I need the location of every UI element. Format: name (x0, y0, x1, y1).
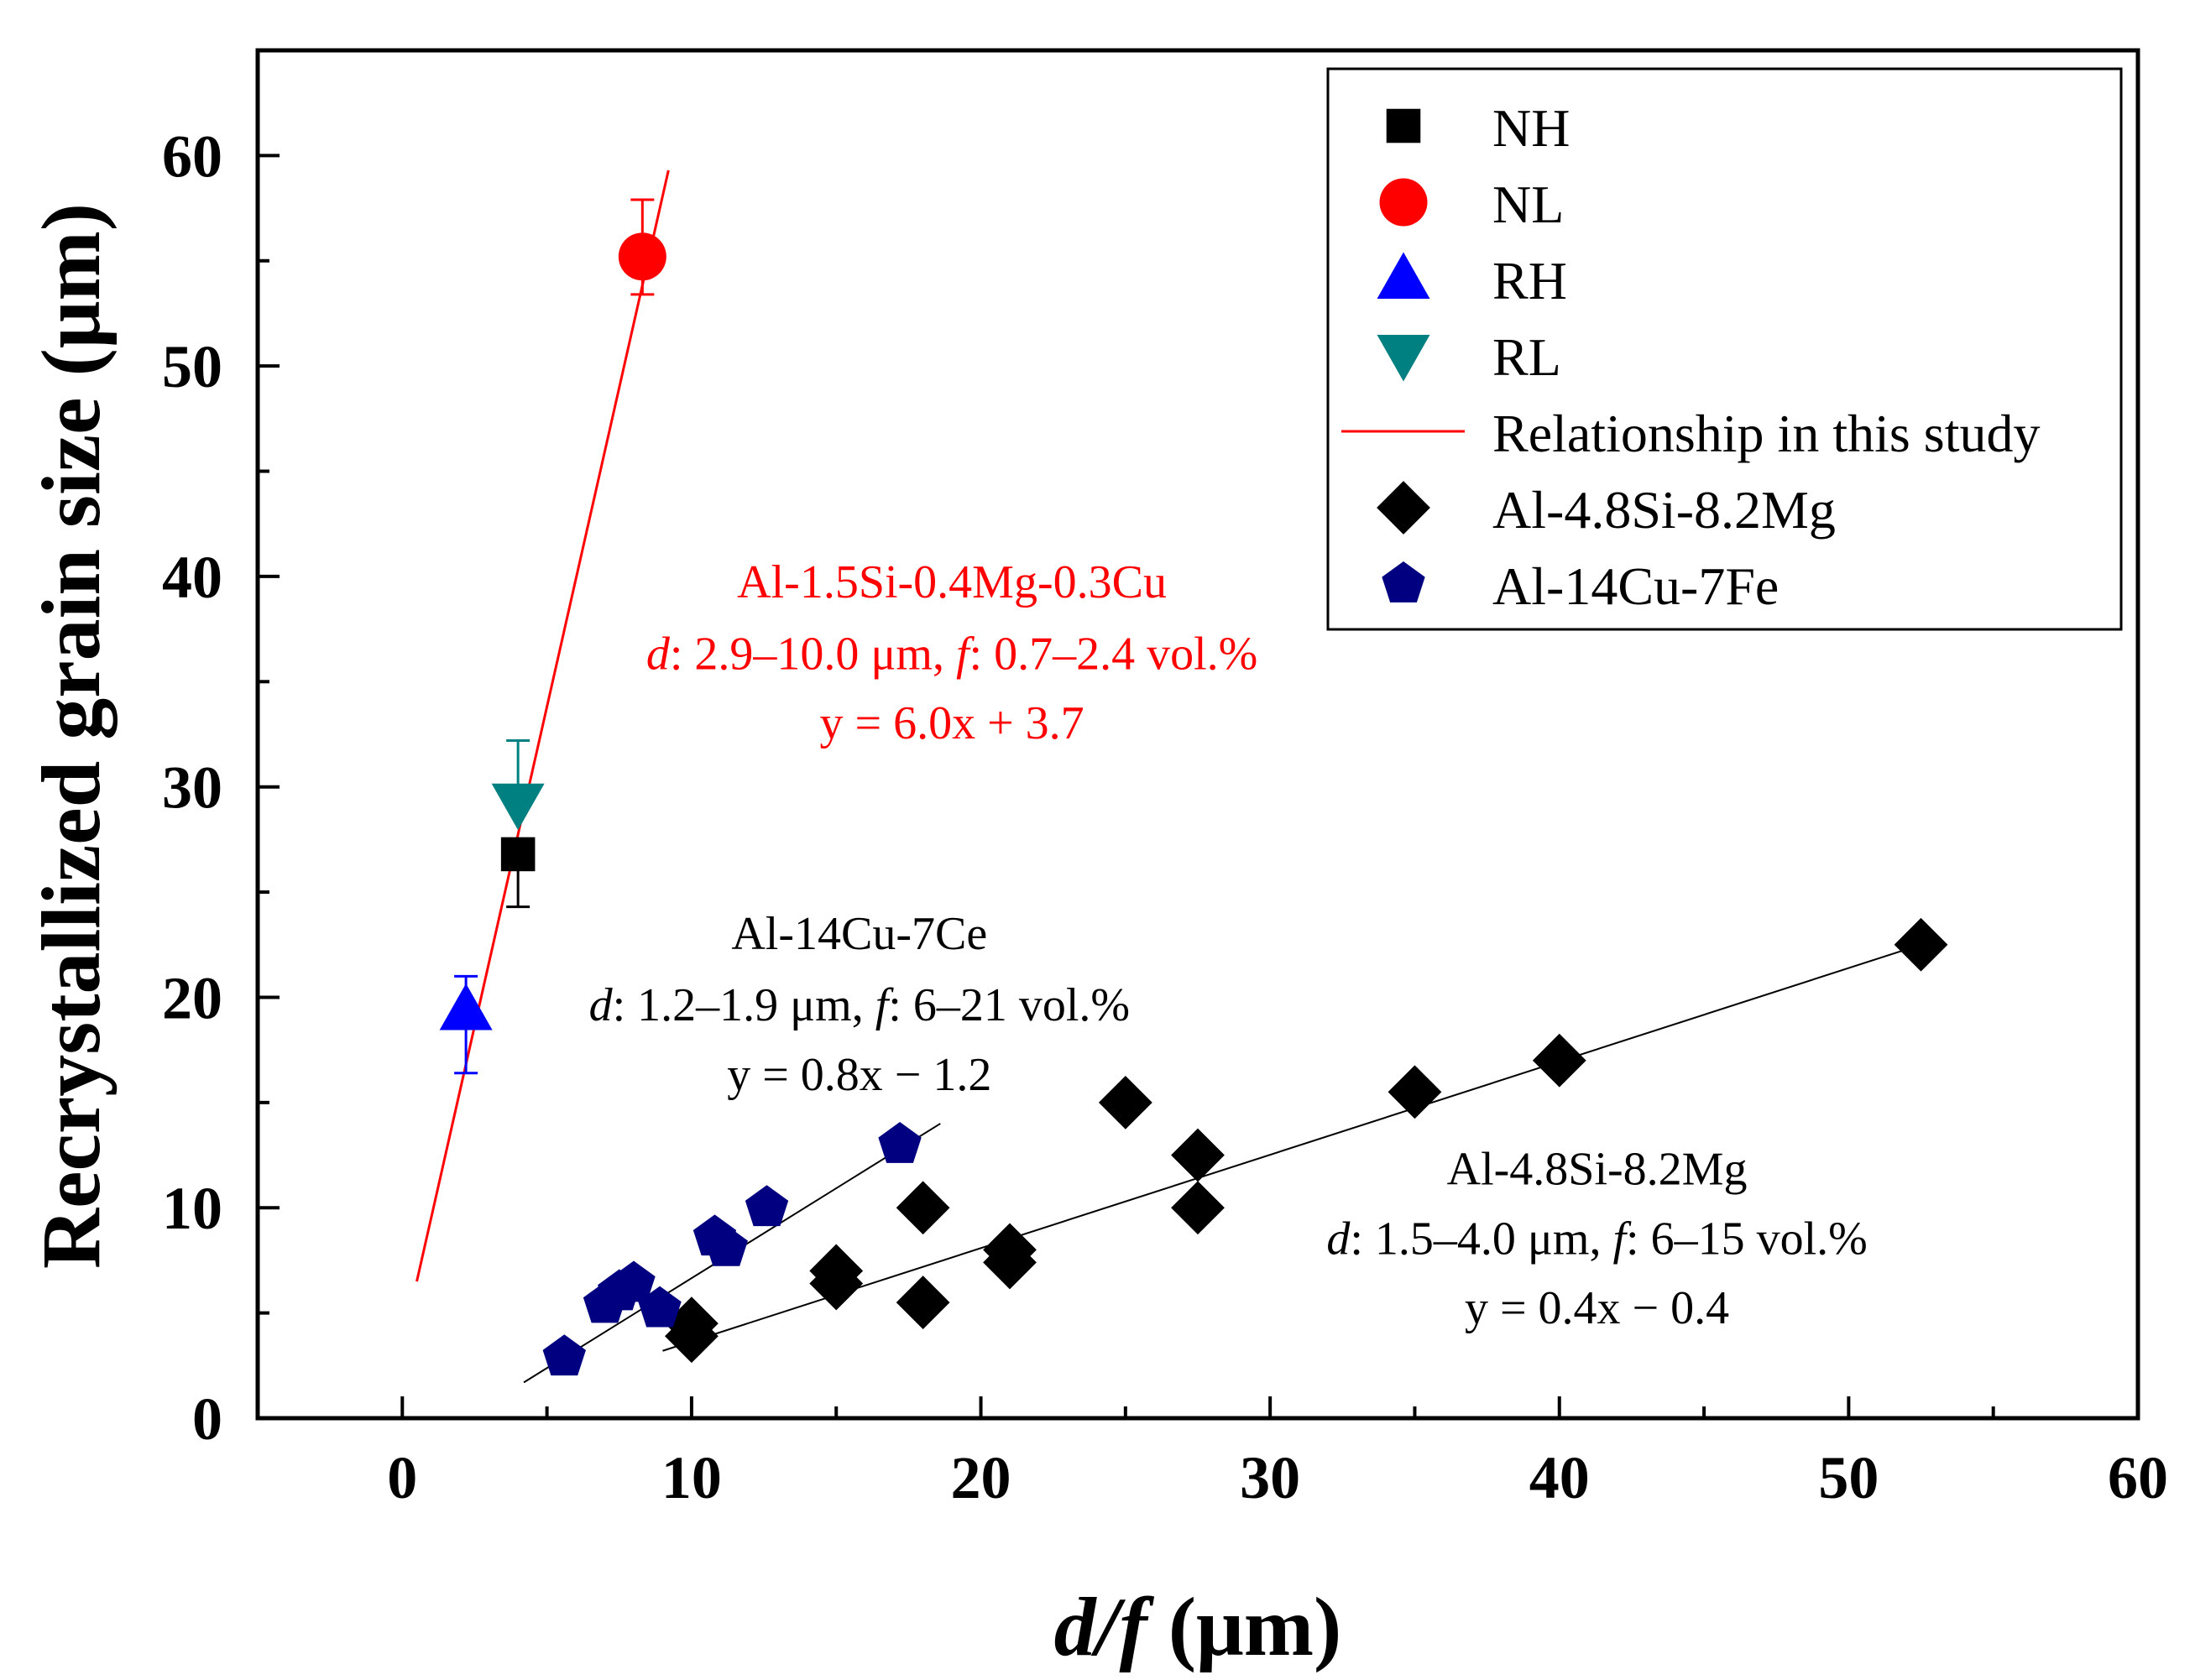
y-tick-label: 50 (162, 333, 222, 400)
fit-line (662, 943, 1921, 1352)
x-tick-label: 20 (951, 1444, 1011, 1511)
cu-ce-annotation-line: d: 1.2–1.9 μm, f: 6–21 vol.% (589, 979, 1130, 1031)
point-al-4-8si-8-2mg (665, 1309, 719, 1364)
x-tick-label: 30 (1240, 1444, 1300, 1511)
legend-label: RH (1492, 251, 1567, 310)
x-tick-label: 40 (1529, 1444, 1590, 1511)
point-al-4-8si-8-2mg (1532, 1033, 1586, 1088)
point-rl (491, 783, 545, 831)
legend-marker-rh (1377, 252, 1430, 299)
data-points (439, 232, 1948, 1376)
red-annotation-line: Al-1.5Si-0.4Mg-0.3Cu (737, 556, 1167, 608)
si-mg-annotation-line: y = 0.4x − 0.4 (1465, 1282, 1729, 1334)
point-al-14cu-7fe (745, 1185, 789, 1227)
point-al-4-8si-8-2mg (896, 1276, 950, 1329)
legend-marker-rl (1377, 335, 1430, 382)
x-tick-label: 0 (387, 1444, 417, 1511)
point-al-4-8si-8-2mg (1894, 917, 1948, 972)
point-al-14cu-7fe (638, 1286, 682, 1328)
plot-frame (255, 48, 2140, 1421)
legend-label: NL (1492, 175, 1564, 234)
legend-marker-al-4-8si-8-2mg (1377, 481, 1430, 535)
x-tick-label: 50 (1818, 1444, 1879, 1511)
red-annotation-line: y = 6.0x + 3.7 (819, 697, 1084, 749)
legend-label: Al-14Cu-7Fe (1492, 556, 1779, 616)
legend: NH NL RH RL Relationship in this study Al-4.8… (1326, 67, 2123, 631)
y-tick-label: 20 (162, 964, 222, 1031)
relationship-line (415, 170, 670, 1282)
point-al-14cu-7fe (542, 1334, 586, 1376)
axis-ticks: 0 10 20 30 40 50 60 0 10 20 30 40 50 60 (162, 49, 2168, 1511)
point-al-4-8si-8-2mg (1171, 1181, 1225, 1235)
point-al-14cu-7fe (878, 1122, 922, 1163)
x-tick-label: 60 (2108, 1444, 2168, 1511)
cu-ce-annotation-line: y = 0.8x − 1.2 (727, 1049, 991, 1101)
annotations: Al-1.5Si-0.4Mg-0.3Cu d: 2.9–10.0 μm, f: 0… (589, 556, 1868, 1334)
legend-label: Relationship in this study (1492, 404, 2040, 463)
point-al-4-8si-8-2mg (983, 1235, 1037, 1290)
legend-marker-al-14cu-7fe (1382, 561, 1425, 603)
legend-label: Al-4.8Si-8.2Mg (1492, 480, 1836, 540)
point-nh (500, 837, 536, 872)
point-al-4-8si-8-2mg (809, 1256, 864, 1311)
y-tick-label: 40 (162, 544, 222, 611)
error-bars (454, 198, 655, 1075)
point-rh (439, 983, 493, 1030)
y-tick-label: 10 (162, 1175, 222, 1242)
cu-ce-annotation-line: Al-14Cu-7Ce (731, 908, 987, 960)
point-al-14cu-7fe (704, 1224, 748, 1266)
legend-box (1326, 67, 2123, 631)
red-annotation-line: d: 2.9–10.0 μm, f: 0.7–2.4 vol.% (646, 628, 1257, 680)
point-al-4-8si-8-2mg (896, 1181, 950, 1235)
y-tick-label: 60 (162, 123, 222, 190)
legend-label: RL (1492, 327, 1561, 387)
point-al-4-8si-8-2mg (1388, 1065, 1442, 1119)
y-axis-title: Recrystallized grain size (μm) (24, 203, 118, 1269)
point-al-4-8si-8-2mg (1171, 1128, 1225, 1182)
legend-label: NH (1492, 98, 1570, 158)
point-nl (618, 232, 666, 281)
legend-marker-nl (1379, 178, 1428, 227)
si-mg-annotation-line: Al-4.8Si-8.2Mg (1447, 1144, 1748, 1196)
x-axis-title: d/f (μm) (1054, 1580, 1342, 1673)
si-mg-annotation-line: d: 1.5–4.0 μm, f: 6–15 vol.% (1326, 1213, 1867, 1265)
x-tick-label: 10 (661, 1444, 722, 1511)
point-al-14cu-7fe (612, 1260, 656, 1302)
y-tick-label: 0 (192, 1385, 222, 1453)
legend-marker-nh (1386, 108, 1421, 143)
y-tick-label: 30 (162, 754, 222, 822)
point-al-4-8si-8-2mg (1098, 1075, 1152, 1130)
